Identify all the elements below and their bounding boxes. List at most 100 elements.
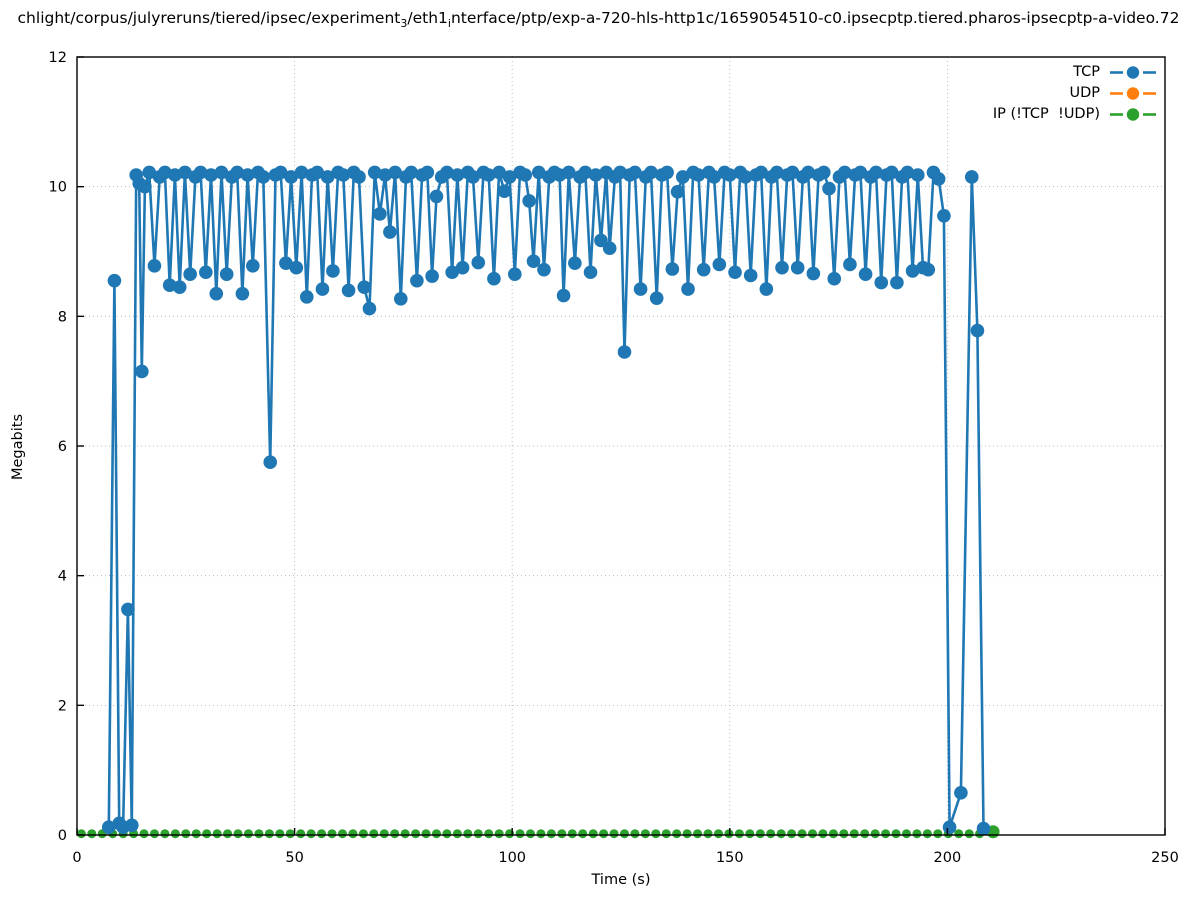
tcp-point	[256, 170, 271, 184]
tcp-point	[219, 267, 234, 281]
ip-point	[243, 829, 253, 839]
chart-title-subscript: 3	[400, 17, 408, 31]
tcp-point	[455, 260, 470, 275]
legend-marker-icon	[1126, 86, 1140, 100]
ip-point	[881, 829, 891, 839]
ip-point	[369, 829, 379, 839]
tcp-point	[670, 185, 685, 199]
tcp-point	[822, 181, 836, 196]
tcp-point	[806, 266, 821, 281]
tcp-point	[588, 168, 603, 182]
y-tick-label: 10	[49, 180, 67, 196]
ip-point	[807, 829, 817, 839]
legend: TCP UDP IP (!TCP !UDP)	[993, 63, 1157, 123]
ip-point	[191, 829, 201, 839]
tcp-point	[125, 818, 139, 833]
ip-point	[724, 829, 734, 839]
tcp-point	[425, 269, 439, 283]
legend-label: TCP	[1073, 64, 1100, 80]
tcp-point	[937, 209, 951, 223]
tcp-point	[410, 273, 424, 288]
tcp-point	[884, 165, 899, 180]
ip-point	[181, 829, 191, 839]
tcp-point	[138, 179, 152, 194]
y-axis-label: Megabits	[10, 414, 26, 480]
tcp-point	[310, 165, 325, 180]
ip-point	[87, 829, 97, 839]
tcp-point	[754, 165, 768, 180]
tcp-point	[336, 168, 351, 182]
tcp-point	[502, 170, 517, 184]
ip-point	[693, 829, 703, 839]
tcp-point	[628, 165, 642, 180]
ip-point	[484, 829, 494, 839]
y-tick-label: 4	[58, 569, 67, 585]
legend-row-tcp: TCP	[993, 63, 1157, 81]
ip-point	[139, 829, 149, 839]
tcp-point	[373, 207, 387, 221]
ip-point	[672, 829, 682, 839]
ip-point	[567, 829, 577, 839]
ip-point	[630, 829, 640, 839]
ip-point	[442, 829, 452, 839]
tcp-point	[561, 165, 576, 180]
tcp-point	[801, 165, 815, 180]
x-tick-label: 150	[716, 850, 744, 866]
ip-point	[463, 829, 473, 839]
ip-point	[860, 829, 870, 839]
tcp-point	[121, 602, 135, 617]
tcp-point	[775, 260, 789, 275]
ip-point	[431, 829, 441, 839]
tcp-point	[135, 364, 149, 379]
tcp-point	[583, 265, 598, 280]
ip-point	[306, 829, 316, 839]
ip-point	[619, 829, 629, 839]
tcp-point	[843, 257, 857, 272]
tcp-point	[420, 165, 435, 180]
ip-point	[849, 829, 859, 839]
ip-point	[223, 829, 233, 839]
ip-point	[275, 829, 285, 839]
tcp-point	[263, 455, 278, 470]
ip-point	[954, 829, 964, 839]
ip-point	[317, 829, 327, 839]
ip-point	[588, 829, 598, 839]
tcp-point	[299, 290, 314, 304]
tcp-point	[240, 168, 255, 182]
tcp-point	[471, 255, 486, 270]
tcp-point	[107, 273, 122, 288]
tcp-point	[440, 165, 454, 180]
tcp-point	[691, 168, 706, 182]
tcp-point	[602, 241, 617, 256]
ip-point	[546, 829, 556, 839]
tcp-point	[723, 168, 737, 182]
tcp-point	[785, 165, 800, 180]
ip-point	[160, 829, 170, 839]
tcp-point	[518, 168, 533, 182]
ip-point	[640, 829, 650, 839]
ip-point	[682, 829, 692, 839]
chart-title-text: chlight/corpus/julyreruns/tiered/ipsec/e…	[17, 9, 401, 27]
tcp-point	[556, 288, 571, 303]
ip-point	[76, 829, 86, 839]
legend-row-ip: IP (!TCP !UDP)	[993, 105, 1157, 123]
ip-point	[233, 829, 243, 839]
tcp-point	[827, 271, 842, 286]
ip-point	[599, 829, 609, 839]
ip-point	[922, 829, 932, 839]
ip-point	[766, 829, 776, 839]
ip-point	[870, 829, 880, 839]
tcp-point	[492, 165, 506, 180]
x-tick-label: 50	[285, 850, 303, 866]
tcp-point	[341, 283, 356, 298]
tcp-point	[508, 267, 522, 281]
tcp-point	[352, 170, 366, 184]
ip-point	[525, 829, 535, 839]
legend-marker-icon	[1126, 107, 1140, 121]
x-tick-label: 0	[72, 850, 81, 866]
y-tick-label: 2	[58, 698, 67, 714]
tcp-point	[954, 786, 968, 800]
ip-point	[651, 829, 661, 839]
ip-point	[452, 829, 462, 839]
